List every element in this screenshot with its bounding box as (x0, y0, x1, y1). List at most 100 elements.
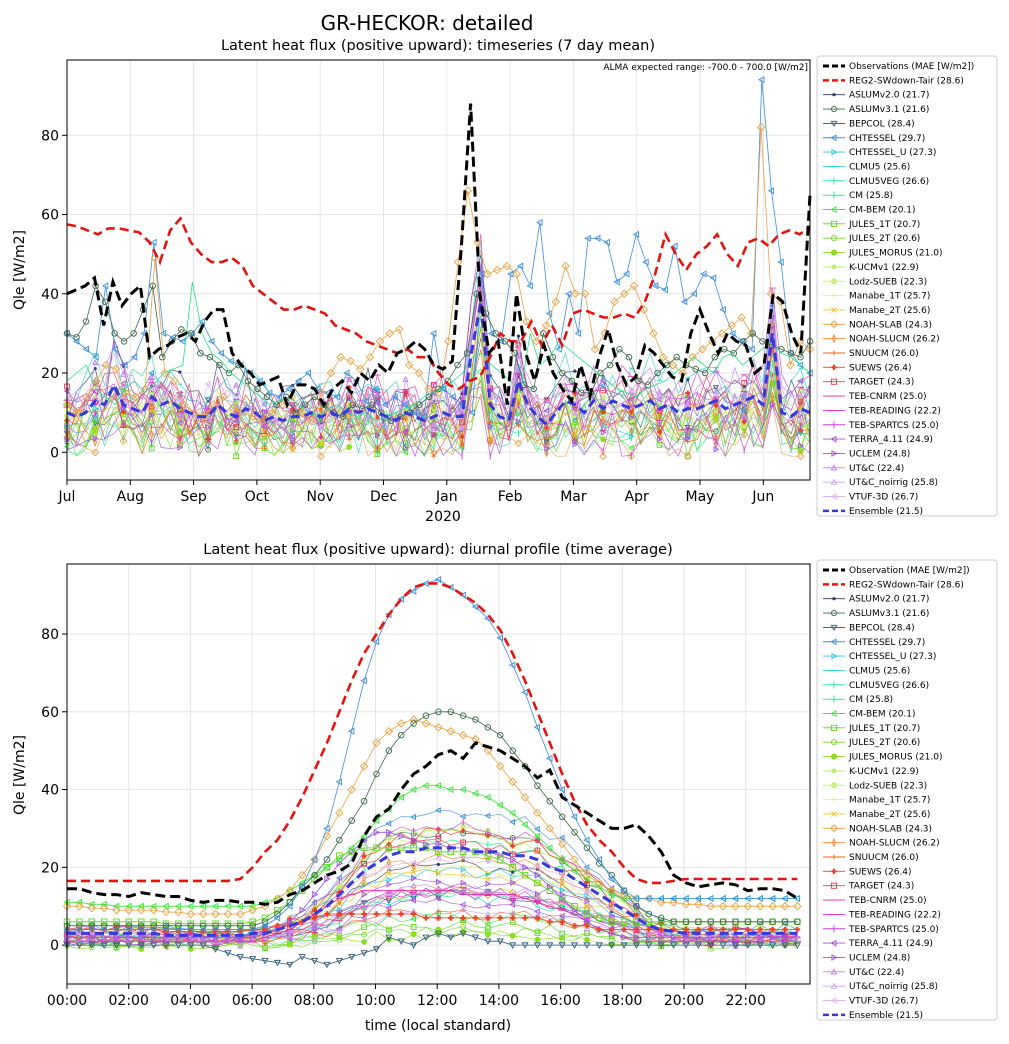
model-series-marker (360, 916, 368, 923)
noah-slab-line-marker (545, 824, 555, 833)
model-series-marker (345, 376, 353, 382)
model-series-marker (317, 452, 325, 461)
suews-line-marker (646, 926, 652, 933)
model-series-marker (599, 399, 606, 406)
suews-line-marker (435, 915, 442, 921)
jules-line-marker (397, 844, 405, 852)
model-series-marker (560, 874, 565, 885)
model-series-line (66, 315, 811, 444)
spike-series-line-marker (698, 345, 707, 354)
spike-series-line-marker (297, 408, 306, 417)
model-series-marker (510, 879, 516, 886)
bepcol-line-marker (793, 942, 801, 949)
bepcol-line-marker (174, 942, 182, 949)
cm-bem-line-marker (607, 890, 615, 899)
model-series-marker (436, 862, 440, 867)
legend-label: CM-BEM (20.1) (849, 206, 916, 216)
spike-series-line-marker (120, 338, 128, 345)
spike-series-line-marker (532, 337, 541, 346)
noah-slab-line-marker (496, 761, 505, 771)
spike-series-line (66, 284, 811, 422)
legend-label: REG2-SWdown-Tair (28.6) (849, 580, 964, 590)
suews-line-marker (348, 911, 355, 917)
bepcol-line-marker (632, 942, 641, 949)
legend-label: JULES_1T (20.7) (848, 724, 920, 734)
spike-series-line (66, 79, 811, 418)
legend-marker (832, 93, 836, 97)
model-series-marker (361, 853, 367, 859)
legend-marker (831, 307, 837, 313)
model-series-marker (430, 421, 437, 427)
diurnal-chart: Latent heat flux (positive upward): diur… (12, 542, 998, 1034)
model-series-marker (430, 438, 437, 445)
legend-marker (830, 638, 837, 646)
model-series-marker (516, 422, 521, 428)
legend-label: UT&C_noirrig (25.8) (849, 982, 938, 992)
spike-series-line-marker (414, 368, 424, 378)
spike-series-line-marker (622, 270, 630, 278)
legend-label: VTUF-3D (26.7) (849, 493, 918, 503)
spike-series-line-marker (197, 349, 204, 357)
spike-series-line-marker (391, 393, 398, 401)
spike-series-line-marker (747, 329, 756, 338)
legend-label: JULES_MORUS (21.0) (848, 753, 942, 763)
aslumv3-line-marker (719, 918, 727, 926)
model-series-marker (374, 422, 381, 429)
chtessel-line-marker (298, 883, 305, 891)
model-series-marker (403, 437, 408, 443)
spike-series-line-marker (72, 408, 82, 417)
spike-series-line-marker (333, 393, 340, 401)
jules-line-marker (497, 856, 504, 863)
model-series-marker (516, 418, 522, 425)
x-tick-label: Mar (560, 489, 587, 505)
legend-label: CM-BEM (20.1) (849, 710, 916, 720)
chtessel-line-marker (508, 661, 516, 669)
model-series-marker (286, 932, 293, 939)
spike-series-line-marker (654, 369, 661, 377)
model-series-marker (289, 432, 296, 440)
legend-marker (830, 610, 838, 617)
model-series-marker (403, 416, 408, 422)
model-series-marker (656, 442, 663, 448)
uclem-line-marker (695, 933, 703, 941)
model-series-marker (534, 930, 541, 936)
model-series-marker (336, 925, 342, 933)
model-series-marker (656, 388, 663, 395)
noah-slab-line-marker (533, 808, 542, 818)
model-series-marker (435, 807, 441, 814)
legend-marker (832, 597, 836, 601)
model-series-marker (458, 425, 465, 432)
x-tick-label: Jul (58, 489, 76, 505)
model-series-marker (583, 925, 591, 931)
spike-series-line-marker (688, 352, 697, 362)
spike-series-line-marker (701, 369, 709, 377)
legend-marker (830, 624, 838, 631)
model-series-marker (544, 448, 549, 458)
bepcol-line-marker (546, 942, 554, 949)
plot-frame (66, 59, 811, 481)
x-tick-label: Jan (435, 489, 458, 505)
model-series-marker (385, 863, 392, 870)
aslumv3-line-marker (534, 782, 541, 789)
cm-bem-line-marker (187, 902, 194, 910)
model-series-marker (385, 904, 392, 911)
aslumv3-line-marker (732, 918, 739, 926)
suews-line-marker (398, 911, 405, 917)
ensemble-line (66, 301, 811, 427)
model-series-marker (741, 402, 748, 409)
uclem-line-marker (769, 933, 777, 941)
aslumv3-line-marker (459, 712, 467, 719)
noah-slab-line-marker (112, 905, 121, 915)
chtessel-line-marker (731, 894, 739, 903)
legend-label: TEB-SPARTCS (25.0) (848, 421, 939, 431)
model-series-marker (318, 406, 324, 412)
spike-series-line-marker (526, 282, 533, 290)
suews-line-marker (472, 915, 479, 921)
chtessel-line-marker (286, 902, 293, 910)
spike-series-line-marker (540, 330, 547, 337)
spike-series-line-marker (449, 393, 456, 401)
suews-line-marker (274, 922, 281, 929)
cm-bem-line-marker (199, 902, 206, 910)
jules-line-marker (237, 920, 244, 927)
uclem-line-marker (398, 832, 405, 840)
